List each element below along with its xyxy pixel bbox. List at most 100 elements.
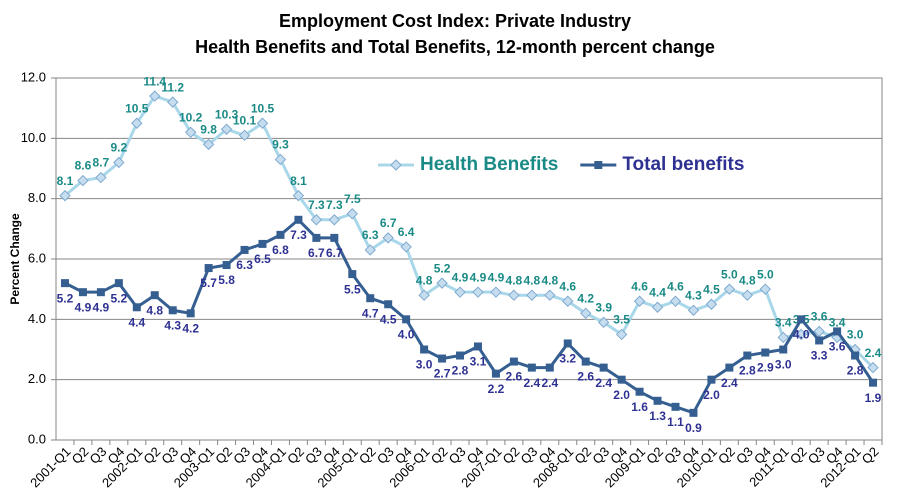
data-label: 3.0 [775, 358, 792, 372]
data-point [456, 351, 465, 360]
data-label: 5.2 [434, 261, 451, 275]
data-point [833, 327, 842, 336]
series-line [64, 94, 875, 369]
data-label: 3.6 [829, 340, 846, 354]
data-point [651, 301, 664, 313]
data-point [867, 361, 879, 374]
data-label: 3.3 [811, 349, 828, 363]
data-point [186, 309, 195, 318]
data-point [508, 289, 520, 301]
data-point [779, 345, 788, 354]
data-label: 7.3 [308, 198, 325, 212]
data-label: 2.4 [524, 376, 541, 390]
data-point [851, 351, 860, 360]
data-label: 3.9 [595, 301, 612, 315]
data-label: 4.8 [506, 273, 523, 287]
data-point [256, 117, 269, 129]
y-tick-label: 10.0 [21, 130, 46, 145]
data-label: 2.9 [757, 361, 774, 375]
y-tick-label: 0.0 [28, 431, 46, 446]
data-label: 1.9 [865, 391, 882, 405]
data-point [220, 123, 233, 135]
data-label: 4.5 [380, 312, 397, 326]
data-label: 5.7 [200, 276, 217, 290]
data-point [545, 363, 554, 372]
data-label: 2.4 [541, 376, 558, 390]
data-label: 10.5 [251, 101, 275, 115]
data-point [723, 283, 736, 295]
data-point [526, 289, 538, 301]
data-point [544, 289, 556, 301]
data-label: 4.0 [398, 328, 415, 342]
data-label: 4.6 [667, 279, 684, 293]
data-label: 4.2 [182, 321, 199, 335]
data-label: 5.2 [111, 291, 128, 305]
data-label: 8.1 [57, 174, 74, 188]
data-point [274, 153, 287, 166]
data-label: 1.1 [667, 415, 684, 429]
data-label: 2.4 [595, 376, 612, 390]
data-point [490, 286, 502, 298]
y-tick-label: 2.0 [28, 371, 46, 386]
series-line [64, 217, 875, 415]
data-label: 4.4 [128, 315, 145, 329]
data-label: 9.3 [272, 138, 289, 152]
data-label: 2.8 [847, 364, 864, 378]
data-label: 0.9 [685, 421, 702, 435]
data-point [759, 283, 771, 295]
legend-marker [390, 159, 402, 171]
data-label: 2.4 [865, 346, 882, 360]
data-point [400, 241, 412, 253]
data-point [240, 245, 249, 254]
data-point [473, 342, 482, 351]
data-label: 5.8 [218, 273, 235, 287]
data-label: 6.4 [398, 225, 415, 239]
data-point [420, 345, 429, 354]
data-point [438, 354, 447, 363]
data-label: 2.8 [452, 364, 469, 378]
data-label: 4.9 [75, 300, 92, 314]
data-point [346, 208, 358, 220]
data-label: 10.1 [233, 113, 257, 127]
data-label: 11.2 [161, 80, 184, 94]
data-point [258, 239, 267, 248]
data-point [491, 369, 500, 378]
data-label: 2.8 [739, 364, 756, 378]
data-label: 4.3 [685, 288, 702, 302]
data-label: 7.3 [326, 198, 343, 212]
data-point [382, 232, 394, 244]
data-label: 4.6 [559, 279, 576, 293]
data-label: 4.8 [524, 273, 541, 287]
data-label: 3.4 [829, 316, 846, 330]
data-point [472, 286, 484, 298]
data-label: 4.8 [541, 273, 558, 287]
data-label: 2.0 [703, 388, 720, 402]
data-point [527, 363, 536, 372]
legend-label: Health Benefits [420, 154, 558, 175]
data-label: 11.4 [143, 74, 166, 88]
data-point [113, 156, 125, 169]
data-point [562, 295, 574, 307]
data-label: 6.3 [236, 258, 253, 272]
data-label: 5.5 [344, 282, 361, 296]
data-label: 3.5 [613, 313, 630, 327]
data-point [743, 351, 752, 360]
data-label: 3.1 [470, 355, 487, 369]
data-point [222, 261, 231, 270]
data-point [168, 306, 177, 315]
data-label: 8.1 [290, 174, 307, 188]
data-label: 6.7 [308, 246, 325, 260]
data-point [292, 189, 305, 202]
data-point [599, 363, 608, 372]
data-label: 4.9 [470, 270, 487, 284]
data-label: 4.0 [793, 328, 810, 342]
data-label: 6.7 [380, 216, 397, 230]
data-point [669, 295, 682, 307]
data-point [741, 289, 754, 301]
data-point [78, 288, 87, 297]
data-point [131, 117, 143, 129]
data-point [615, 328, 628, 341]
data-point [797, 315, 806, 324]
legend-marker [594, 161, 603, 169]
chart-subtitle: Health Benefits and Total Benefits, 12-m… [195, 37, 715, 57]
